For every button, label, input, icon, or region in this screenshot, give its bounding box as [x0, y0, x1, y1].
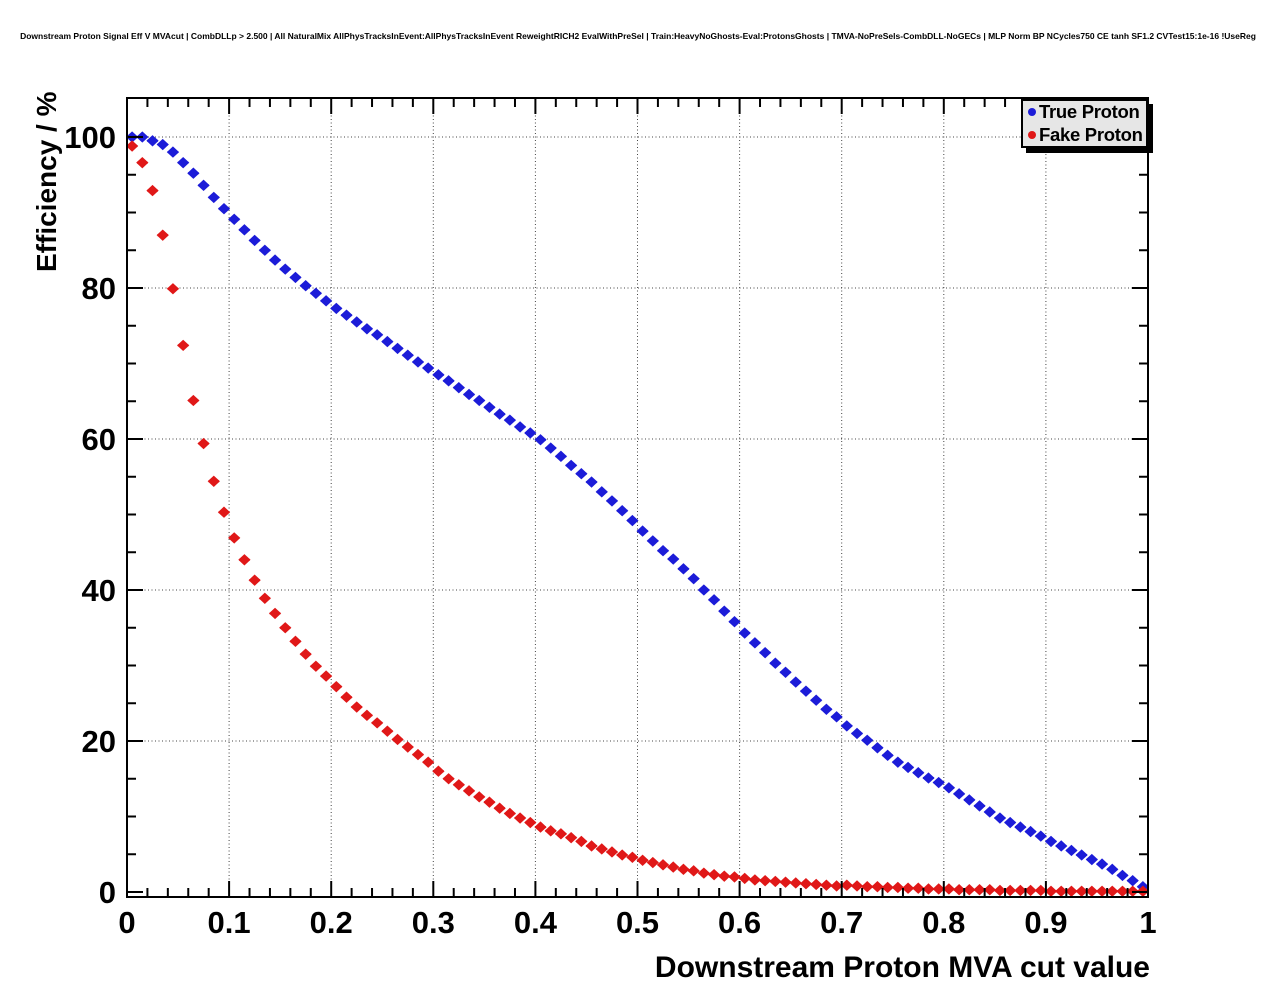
x-tick-label: 0.9: [1024, 905, 1067, 940]
y-tick-label: 80: [82, 271, 116, 306]
tick-labels: 0 0.1 0.2 0.3 0.4 0.5 0.6 0.7 0.8 0.9 1 0 20 40 60 80 10…: [64, 120, 1156, 940]
x-tick-label: 0.4: [514, 905, 558, 940]
x-tick-label: 0.1: [208, 905, 251, 940]
x-tick-label: 0: [118, 905, 135, 940]
x-tick-label: 0.8: [922, 905, 965, 940]
plot-header-title: Downstream Proton Signal Eff V MVAcut | …: [20, 31, 1256, 41]
y-axis-title: Efficiency / %: [31, 91, 62, 272]
fake-proton-marker-icon: [1028, 130, 1036, 139]
y-tick-label: 0: [99, 875, 116, 910]
legend-item-true-proton[interactable]: True Proton: [1023, 101, 1146, 123]
y-tick-label: 20: [82, 724, 116, 759]
x-tick-label: 0.2: [310, 905, 353, 940]
gridlines: [127, 98, 1148, 897]
legend-label-true-proton: True Proton: [1039, 101, 1140, 123]
y-tick-label: 100: [64, 120, 116, 155]
y-tick-label: 40: [82, 573, 116, 608]
x-axis-title: Downstream Proton MVA cut value: [655, 951, 1150, 984]
x-tick-label: 0.5: [616, 905, 659, 940]
true-proton-marker-icon: [1028, 108, 1036, 117]
x-tick-label: 0.7: [820, 905, 863, 940]
legend-item-fake-proton[interactable]: Fake Proton: [1023, 124, 1146, 146]
x-tick-label: 1: [1139, 905, 1156, 940]
legend-label-fake-proton: Fake Proton: [1039, 123, 1143, 145]
legend-box[interactable]: True Proton Fake Proton: [1021, 99, 1148, 148]
series-true-proton: [125, 131, 1150, 893]
x-tick-label: 0.6: [718, 905, 761, 940]
y-tick-label: 60: [82, 422, 116, 457]
x-tick-label: 0.3: [412, 905, 455, 940]
